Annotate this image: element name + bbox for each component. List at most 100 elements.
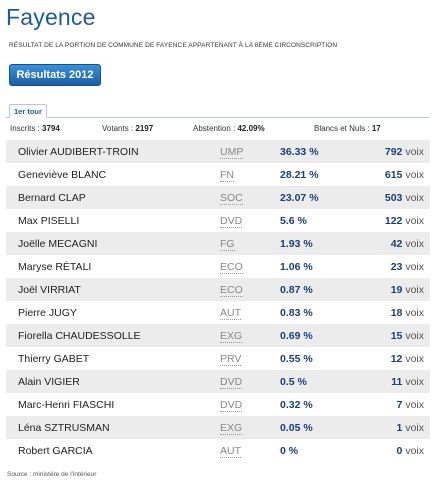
votes-count: 18: [390, 306, 403, 319]
candidate-party[interactable]: EXG: [220, 324, 280, 347]
candidate-party[interactable]: UMP: [220, 140, 280, 163]
party-abbr[interactable]: UMP: [220, 145, 244, 159]
candidate-name: Joëlle MECAGNI: [6, 232, 220, 255]
candidate-party[interactable]: AUT: [220, 439, 280, 462]
candidate-name: Olivier AUDIBERT-TROIN: [6, 140, 220, 163]
candidate-row: Maryse RÉTALI ECO 1.06 % 23 voix: [6, 255, 430, 278]
candidate-party[interactable]: ECO: [220, 255, 280, 278]
party-abbr[interactable]: EXG: [220, 329, 243, 343]
tab-first-round[interactable]: 1er tour: [9, 104, 47, 118]
party-abbr[interactable]: AUT: [220, 444, 241, 458]
stat-votants-label: Votants :: [102, 124, 134, 133]
candidate-party[interactable]: SOC: [220, 186, 280, 209]
party-abbr[interactable]: EXG: [220, 421, 243, 435]
stat-abstention-label: Abstention :: [193, 124, 236, 133]
votes-suffix: voix: [405, 421, 424, 434]
votes-suffix: voix: [405, 352, 424, 365]
candidate-votes: 12 voix: [338, 347, 430, 370]
candidate-votes: 0 voix: [338, 439, 430, 462]
party-abbr[interactable]: DVD: [220, 375, 243, 389]
candidate-percent: 0.69 %: [280, 324, 338, 347]
candidate-party[interactable]: ECO: [220, 278, 280, 301]
candidate-party[interactable]: DVD: [220, 393, 280, 416]
candidate-percent: 0.05 %: [280, 416, 338, 439]
candidate-name: Bernard CLAP: [6, 186, 220, 209]
candidate-name: Max PISELLI: [6, 209, 220, 232]
votes-suffix: voix: [405, 283, 424, 296]
candidate-party[interactable]: AUT: [220, 301, 280, 324]
candidate-party[interactable]: DVD: [220, 209, 280, 232]
candidate-party[interactable]: DVD: [220, 370, 280, 393]
candidate-row: Léna SZTRUSMAN EXG 0.05 % 1 voix: [6, 416, 430, 439]
votes-count: 19: [390, 283, 403, 296]
party-abbr[interactable]: PRV: [220, 352, 242, 366]
votes-count: 792: [384, 145, 403, 158]
candidate-name: Fiorella CHAUDESSOLLE: [6, 324, 220, 347]
candidate-percent: 0.5 %: [280, 370, 338, 393]
stat-blancs-value: 17: [371, 124, 381, 133]
party-abbr[interactable]: ECO: [220, 283, 243, 297]
votes-suffix: voix: [405, 375, 424, 388]
candidate-party[interactable]: EXG: [220, 416, 280, 439]
votes-count: 615: [384, 168, 403, 181]
candidate-row: Marc-Henri FIASCHI DVD 0.32 % 7 voix: [6, 393, 430, 416]
stat-inscrits-label: Inscrits :: [10, 124, 40, 133]
candidate-votes: 1 voix: [338, 416, 430, 439]
candidate-percent: 1.06 %: [280, 255, 338, 278]
candidate-name: Léna SZTRUSMAN: [6, 416, 220, 439]
party-abbr[interactable]: FG: [220, 237, 235, 251]
candidate-row: Bernard CLAP SOC 23.07 % 503 voix: [6, 186, 430, 209]
tab-divider: [6, 117, 430, 118]
source-note: Source : ministère de l'intérieur: [7, 471, 97, 478]
candidate-name: Pierre JUGY: [6, 301, 220, 324]
candidate-party[interactable]: FG: [220, 232, 280, 255]
candidate-party[interactable]: FN: [220, 163, 280, 186]
candidate-percent: 28.21 %: [280, 163, 338, 186]
candidate-percent: 0.32 %: [280, 393, 338, 416]
candidate-row: Robert GARCIA AUT 0 % 0 voix: [6, 439, 430, 462]
candidate-votes: 615 voix: [338, 163, 430, 186]
candidate-votes: 18 voix: [338, 301, 430, 324]
votes-count: 15: [390, 329, 403, 342]
candidate-percent: 23.07 %: [280, 186, 338, 209]
party-abbr[interactable]: ECO: [220, 260, 243, 274]
votes-suffix: voix: [405, 145, 424, 158]
votes-suffix: voix: [405, 398, 424, 411]
candidate-votes: 792 voix: [338, 140, 430, 163]
candidate-row: Pierre JUGY AUT 0.83 % 18 voix: [6, 301, 430, 324]
page-subtitle: Résultat de la portion de commune de Fay…: [9, 42, 338, 49]
votes-suffix: voix: [405, 306, 424, 319]
votes-count: 11: [391, 375, 403, 388]
candidate-percent: 0.83 %: [280, 301, 338, 324]
candidate-votes: 503 voix: [338, 186, 430, 209]
candidate-row: Joël VIRRIAT ECO 0.87 % 19 voix: [6, 278, 430, 301]
party-abbr[interactable]: SOC: [220, 191, 243, 205]
stat-abstention: Abstention : 42.09%: [193, 124, 265, 133]
votes-count: 23: [390, 260, 403, 273]
party-abbr[interactable]: FN: [220, 168, 234, 182]
candidate-party[interactable]: PRV: [220, 347, 280, 370]
candidate-row: Joëlle MECAGNI FG 1.93 % 42 voix: [6, 232, 430, 255]
votes-count: 122: [384, 214, 403, 227]
stat-abstention-value: 42.09%: [237, 124, 265, 133]
candidate-votes: 11 voix: [338, 370, 430, 393]
votes-count: 12: [390, 352, 403, 365]
candidate-votes: 122 voix: [338, 209, 430, 232]
candidate-votes: 7 voix: [338, 393, 430, 416]
candidate-percent: 5.6 %: [280, 209, 338, 232]
candidate-percent: 0 %: [280, 439, 338, 462]
stat-votants: Votants : 2197: [102, 124, 153, 133]
party-abbr[interactable]: AUT: [220, 306, 241, 320]
candidate-percent: 1.93 %: [280, 232, 338, 255]
candidate-name: Joël VIRRIAT: [6, 278, 220, 301]
candidate-votes: 42 voix: [338, 232, 430, 255]
results-2012-button[interactable]: Résultats 2012: [9, 64, 101, 86]
candidate-name: Maryse RÉTALI: [6, 255, 220, 278]
votes-suffix: voix: [405, 214, 424, 227]
candidate-percent: 0.87 %: [280, 278, 338, 301]
votes-suffix: voix: [405, 168, 424, 181]
party-abbr[interactable]: DVD: [220, 214, 243, 228]
stat-inscrits-value: 3794: [42, 124, 60, 133]
party-abbr[interactable]: DVD: [220, 398, 243, 412]
votes-suffix: voix: [405, 444, 424, 457]
